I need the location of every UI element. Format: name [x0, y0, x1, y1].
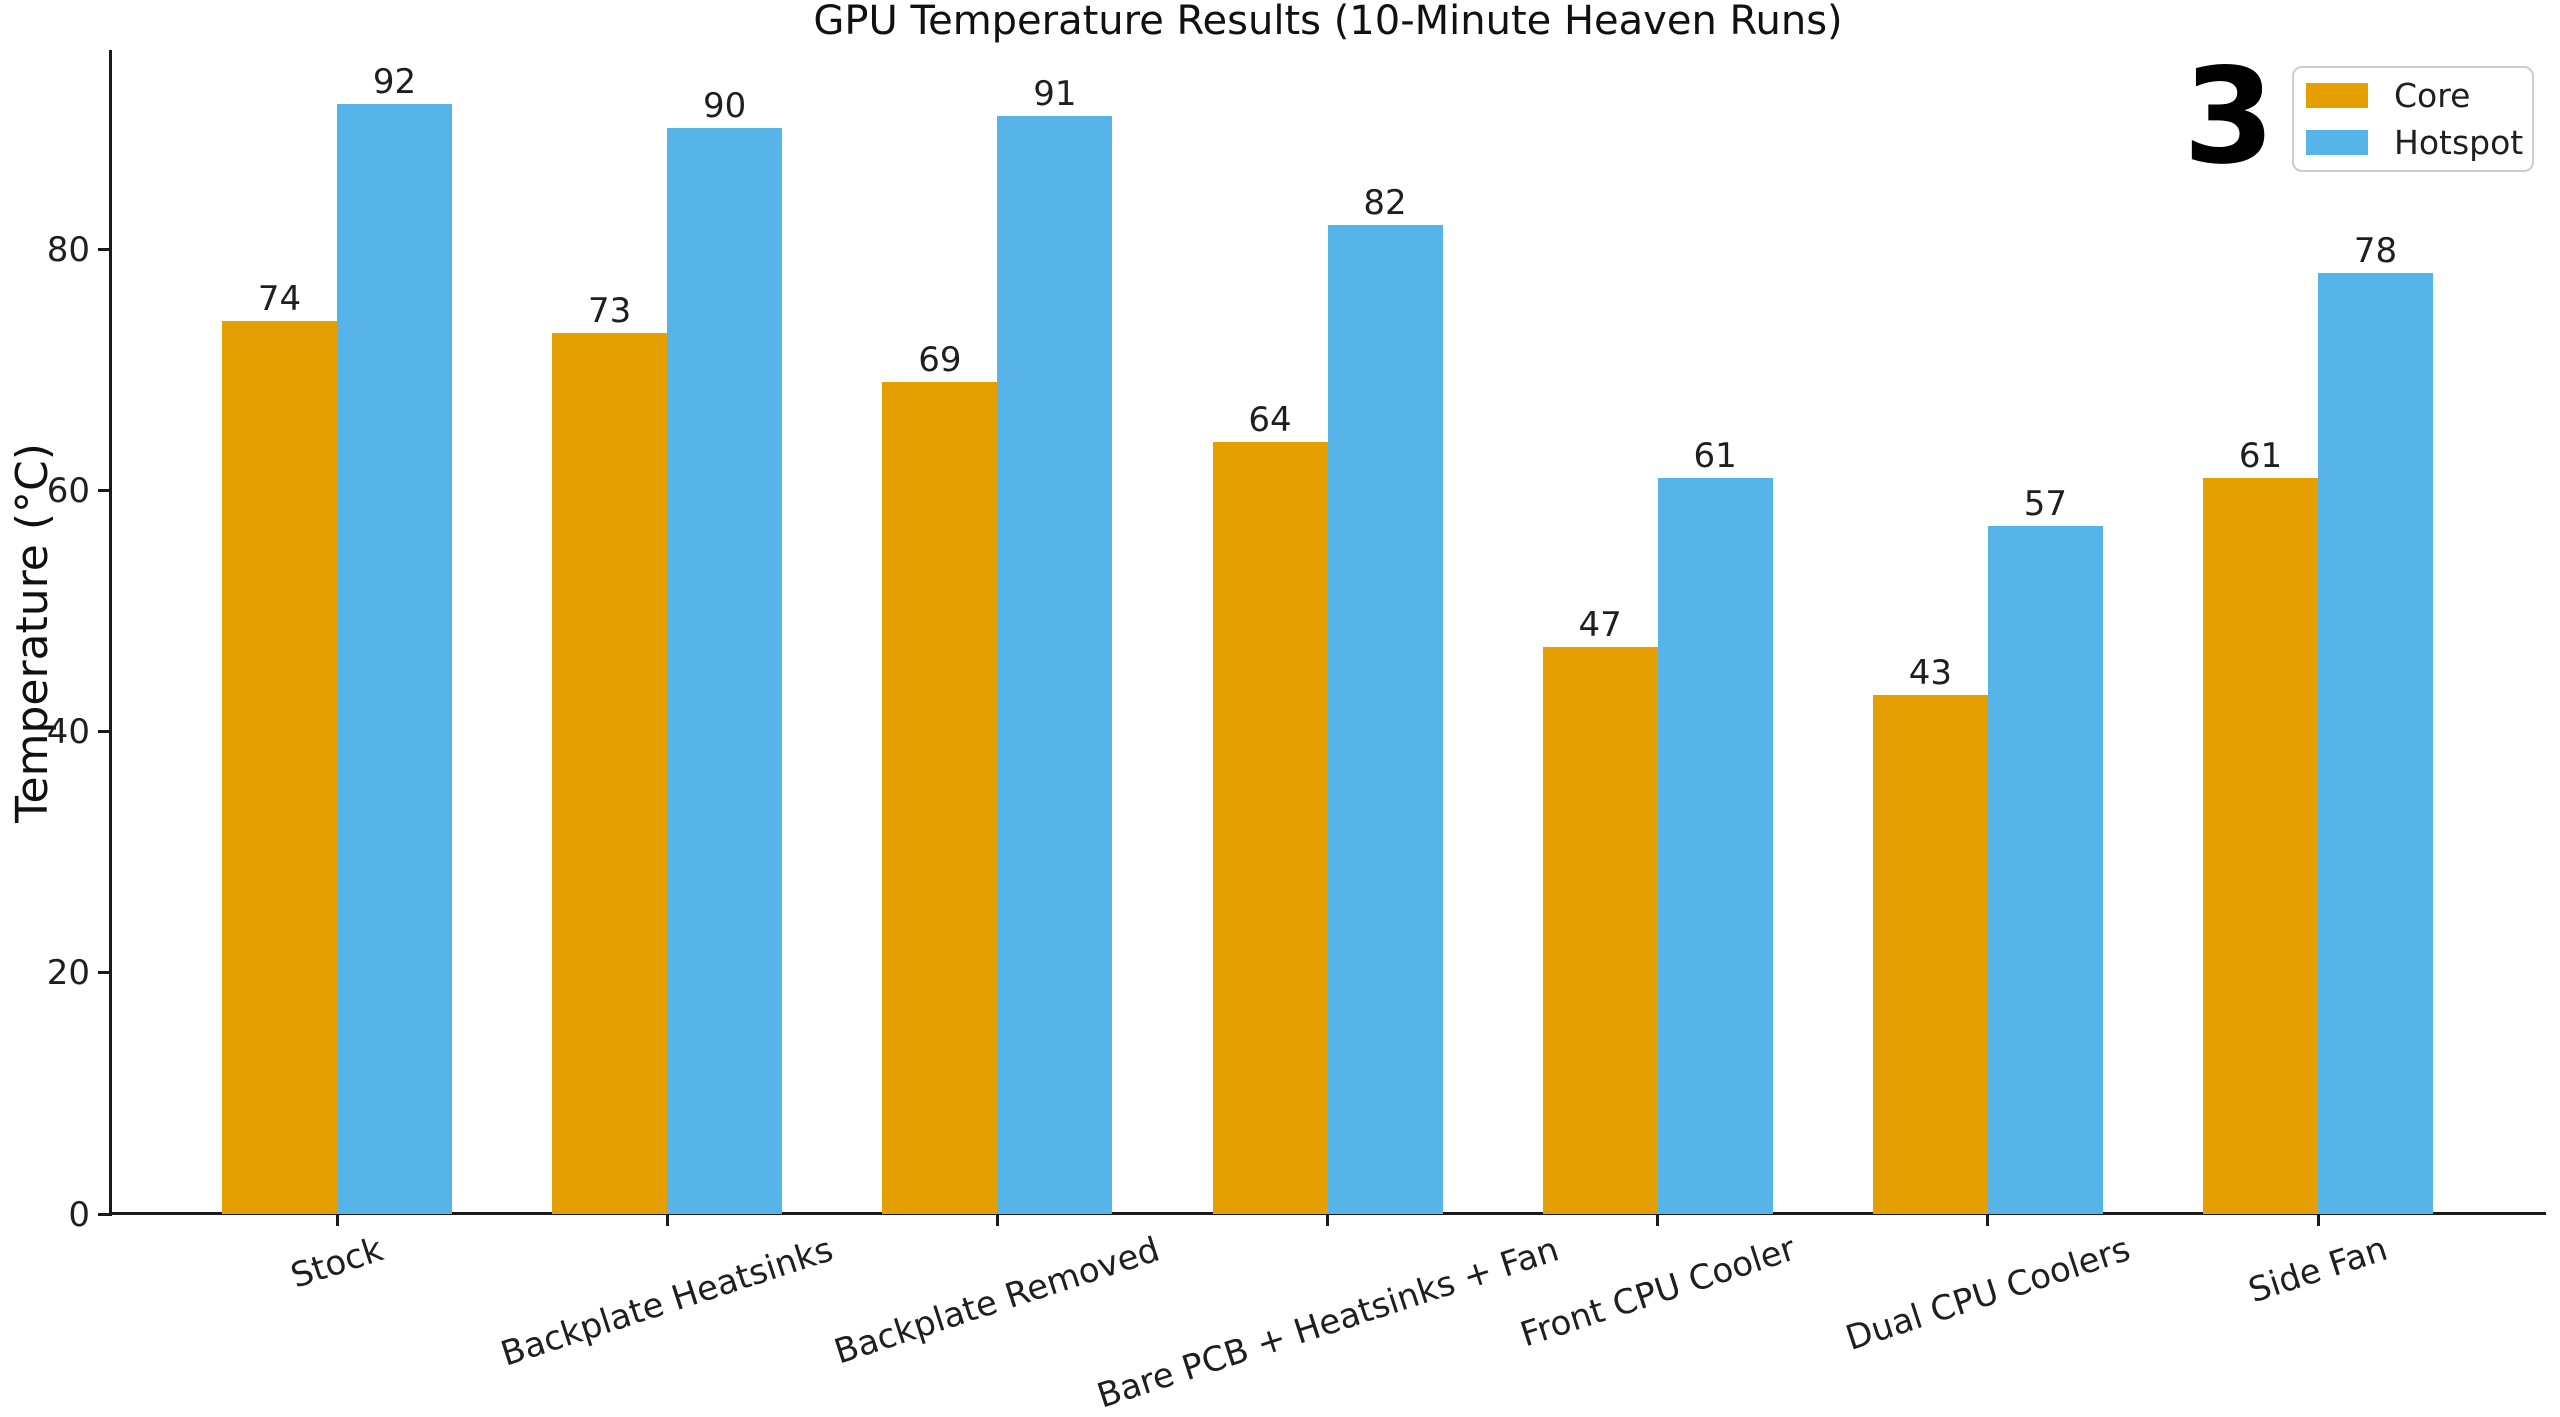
y-tick-label-80: 80 — [46, 229, 90, 270]
chart-title: GPU Temperature Results (10-Minute Heave… — [813, 0, 1843, 44]
value-label-hotspot-0: 92 — [372, 62, 417, 103]
x-tick-label-1: Backplate Heatsinks — [496, 1229, 838, 1375]
bar-hotspot-1 — [667, 128, 783, 1214]
y-axis-spine — [109, 50, 112, 1216]
value-label-core-1: 73 — [588, 291, 632, 332]
x-tick-1 — [665, 1214, 669, 1226]
bar-hotspot-2 — [997, 116, 1113, 1214]
bar-core-0 — [222, 321, 337, 1214]
legend-label-hotspot: Hotspot — [2394, 123, 2524, 162]
legend-entry-core: Core — [2306, 79, 2518, 112]
value-label-core-2: 69 — [918, 339, 962, 380]
y-tick-80 — [98, 247, 110, 251]
y-tick-label-60: 60 — [46, 470, 90, 511]
value-label-hotspot-5: 57 — [2023, 484, 2067, 525]
value-label-core-0: 74 — [257, 279, 302, 320]
value-label-core-6: 61 — [2238, 436, 2283, 477]
value-label-hotspot-4: 61 — [1693, 436, 1737, 477]
x-tick-2 — [995, 1214, 999, 1226]
y-tick-0 — [98, 1212, 110, 1216]
value-label-hotspot-1: 90 — [703, 86, 747, 127]
y-tick-label-40: 40 — [46, 712, 90, 752]
y-tick-label-20: 20 — [46, 953, 90, 994]
x-tick-label-6: Side Fan — [2243, 1229, 2393, 1312]
x-tick-label-3: Bare PCB + Heatsinks + Fan — [1091, 1229, 1564, 1417]
bar-core-1 — [552, 333, 668, 1214]
legend: Core Hotspot — [2292, 66, 2534, 172]
y-tick-label-0: 0 — [68, 1194, 90, 1235]
bar-core-6 — [2203, 478, 2318, 1214]
value-label-hotspot-3: 82 — [1363, 182, 1407, 223]
x-tick-label-4: Front CPU Cooler — [1515, 1229, 1801, 1356]
x-tick-6 — [2316, 1214, 2320, 1226]
bar-core-3 — [1212, 442, 1328, 1214]
bar-core-4 — [1542, 647, 1658, 1214]
annotation-number: 3 — [2183, 40, 2275, 194]
legend-swatch-hotspot — [2306, 130, 2368, 155]
legend-label-core: Core — [2394, 76, 2471, 115]
y-tick-60 — [98, 488, 110, 492]
value-label-hotspot-2: 91 — [1033, 74, 1077, 115]
y-tick-40 — [98, 730, 110, 733]
legend-entry-hotspot: Hotspot — [2306, 126, 2523, 159]
legend-swatch-core — [2306, 83, 2368, 108]
bar-hotspot-5 — [1987, 526, 2103, 1214]
bar-core-2 — [882, 381, 998, 1214]
value-label-hotspot-6: 78 — [2353, 231, 2398, 272]
bar-hotspot-3 — [1327, 224, 1443, 1214]
bar-core-5 — [1872, 695, 1988, 1214]
bar-hotspot-0 — [337, 104, 452, 1214]
y-tick-20 — [98, 971, 110, 975]
x-tick-0 — [335, 1214, 339, 1226]
bar-hotspot-4 — [1657, 478, 1773, 1214]
x-tick-3 — [1326, 1214, 1329, 1226]
value-label-core-5: 43 — [1908, 653, 1952, 694]
x-tick-5 — [1986, 1214, 1990, 1226]
value-label-core-3: 64 — [1248, 400, 1292, 441]
x-tick-label-2: Backplate Removed — [829, 1229, 1165, 1372]
bar-hotspot-6 — [2318, 273, 2433, 1214]
x-tick-label-5: Dual CPU Coolers — [1840, 1229, 2135, 1359]
x-tick-4 — [1656, 1214, 1660, 1226]
value-label-core-4: 47 — [1578, 605, 1622, 646]
x-tick-label-0: Stock — [286, 1229, 388, 1297]
